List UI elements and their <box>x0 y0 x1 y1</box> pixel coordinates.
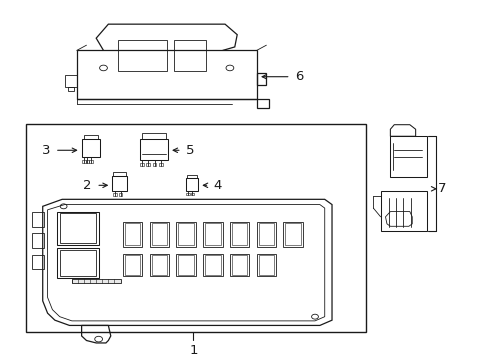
Bar <box>81 139 100 157</box>
Bar <box>176 253 196 276</box>
Bar <box>380 190 426 231</box>
Bar <box>190 193 194 195</box>
Bar <box>152 162 156 166</box>
Bar <box>283 222 302 247</box>
Bar <box>64 75 77 87</box>
Bar <box>81 160 85 163</box>
Bar <box>178 255 194 275</box>
Bar <box>140 162 143 166</box>
Bar <box>229 222 249 247</box>
Bar <box>118 193 122 196</box>
Bar <box>118 40 166 71</box>
Bar <box>258 255 274 275</box>
Bar <box>77 50 256 99</box>
Bar <box>151 255 167 275</box>
Bar <box>186 193 190 195</box>
Bar <box>146 162 150 166</box>
Bar <box>174 40 205 71</box>
Bar <box>204 224 220 245</box>
Bar <box>57 212 99 245</box>
Bar <box>258 224 274 245</box>
Bar <box>57 248 99 278</box>
Bar <box>159 162 163 166</box>
Bar <box>256 222 276 247</box>
Text: 2: 2 <box>82 179 91 192</box>
Bar <box>149 253 169 276</box>
Bar <box>32 233 44 248</box>
Bar <box>203 253 222 276</box>
Text: 6: 6 <box>295 70 304 83</box>
Bar <box>85 160 89 163</box>
Bar <box>124 224 140 245</box>
Text: 4: 4 <box>213 179 222 192</box>
Bar <box>142 134 166 139</box>
Bar <box>113 193 116 196</box>
Bar <box>231 224 247 245</box>
Bar <box>122 222 142 247</box>
Bar <box>176 222 196 247</box>
Bar <box>204 255 220 275</box>
Text: 5: 5 <box>186 144 194 157</box>
Text: 1: 1 <box>189 344 197 357</box>
Bar <box>203 222 222 247</box>
Bar <box>285 224 300 245</box>
Bar <box>231 255 247 275</box>
Bar <box>32 255 44 269</box>
Bar <box>83 135 98 139</box>
Bar <box>122 253 142 276</box>
Bar <box>149 222 169 247</box>
Bar <box>72 279 120 283</box>
Text: 3: 3 <box>41 144 50 157</box>
Bar <box>151 224 167 245</box>
Bar <box>389 136 426 176</box>
Bar <box>113 172 125 176</box>
Bar <box>26 124 366 332</box>
Bar <box>112 176 126 190</box>
Bar <box>178 224 194 245</box>
Bar <box>89 160 93 163</box>
Bar <box>229 253 249 276</box>
Bar <box>186 178 198 190</box>
Bar <box>60 250 96 276</box>
Bar <box>187 175 197 178</box>
Bar <box>60 213 96 243</box>
Bar <box>32 212 44 228</box>
Bar <box>124 255 140 275</box>
Bar <box>256 253 276 276</box>
Bar <box>68 86 74 91</box>
Bar <box>140 139 168 160</box>
Text: 7: 7 <box>437 182 445 195</box>
